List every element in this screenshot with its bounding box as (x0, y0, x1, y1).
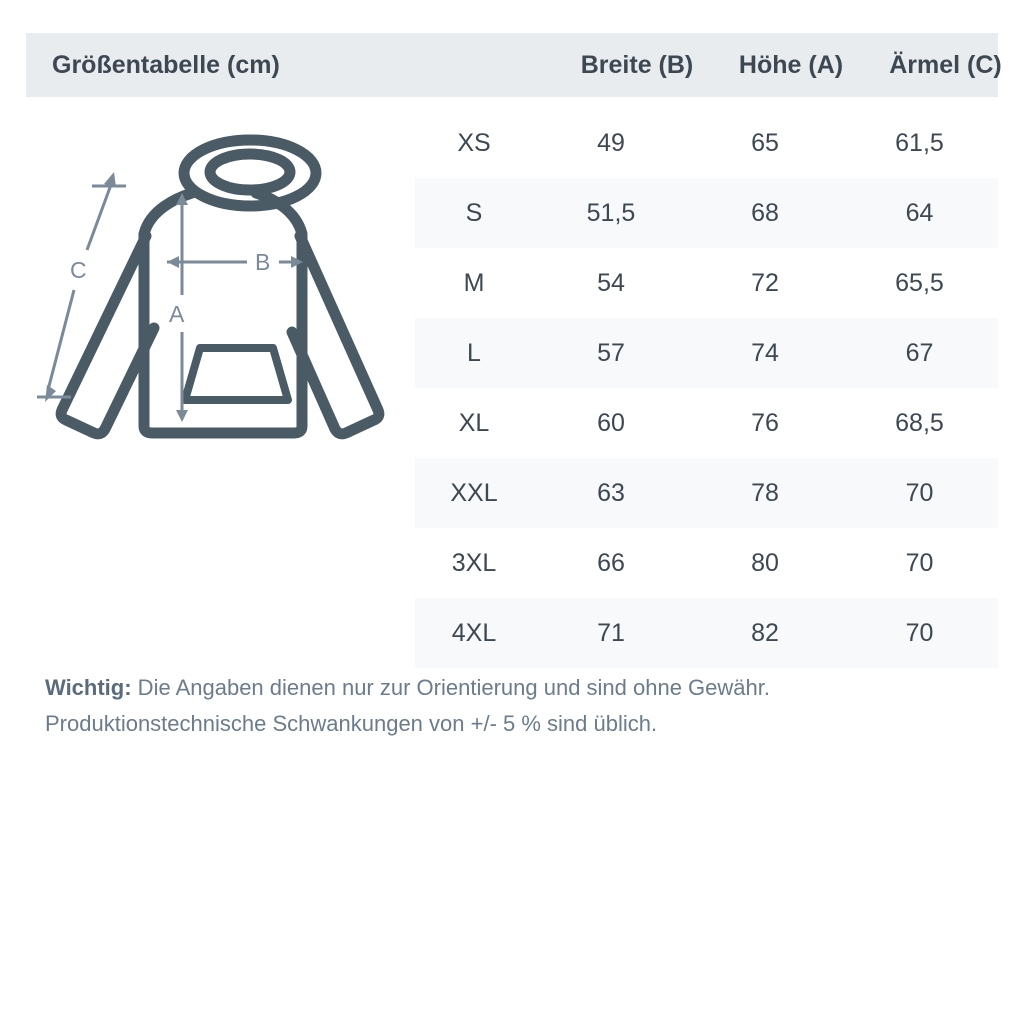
column-header-hoehe: Höhe (A) (738, 51, 844, 79)
table-row: XXL 63 78 70 (415, 458, 998, 528)
size-table: XS 49 65 61,5 S 51,5 68 64 M 54 72 65,5 L 57 74 67 XL 60 7… (415, 108, 998, 668)
cell-hoehe: 74 (751, 339, 779, 367)
cell-breite: 66 (597, 549, 625, 577)
dimension-a (176, 193, 188, 422)
cell-breite: 57 (597, 339, 625, 367)
dimension-b (167, 256, 303, 268)
cell-hoehe: 76 (751, 409, 779, 437)
page-title: Größentabelle (cm) (52, 51, 280, 79)
cell-aermel: 68,5 (895, 409, 944, 437)
cell-hoehe: 72 (751, 269, 779, 297)
cell-breite: 71 (597, 619, 625, 647)
column-header-size (441, 33, 559, 97)
table-row: 4XL 71 82 70 (415, 598, 998, 668)
table-row: XS 49 65 61,5 (415, 108, 998, 178)
dimension-label-a: A (169, 301, 185, 327)
cell-hoehe: 82 (751, 619, 779, 647)
cell-aermel: 64 (905, 199, 934, 227)
column-header-breite: Breite (B) (580, 51, 694, 79)
dimension-label-c: C (70, 257, 87, 283)
cell-aermel: 70 (905, 549, 934, 577)
cell-size: L (467, 339, 481, 367)
cell-hoehe: 78 (751, 479, 779, 507)
cell-breite: 63 (597, 479, 625, 507)
cell-size: XXL (450, 479, 498, 507)
table-row: XL 60 76 68,5 (415, 388, 998, 458)
footnote: Wichtig: Die Angaben dienen nur zur Orie… (45, 670, 995, 742)
table-header-band: Größentabelle (cm) Breite (B) Höhe (A) Ä… (26, 33, 1002, 97)
table-row: 3XL 66 80 70 (415, 528, 998, 598)
cell-breite: 49 (597, 129, 625, 157)
dimension-lines (37, 172, 303, 422)
cell-hoehe: 68 (751, 199, 779, 227)
cell-size: 4XL (451, 619, 497, 647)
pocket-icon (181, 344, 292, 404)
column-header-aermel: Ärmel (C) (889, 51, 1002, 79)
dimension-label-b: B (255, 249, 270, 275)
cell-size: M (463, 269, 485, 297)
cell-aermel: 61,5 (895, 129, 944, 157)
column-header-group: Breite (B) Höhe (A) Ärmel (C) (441, 33, 1024, 97)
footnote-text: Die Angaben dienen nur zur Orientierung … (45, 675, 770, 736)
cell-size: XS (457, 129, 491, 157)
cell-size: S (465, 199, 483, 227)
footnote-label: Wichtig: (45, 675, 132, 700)
hoodie-diagram: B A C (26, 110, 415, 460)
cell-aermel: 65,5 (895, 269, 944, 297)
hoodie-icon (55, 134, 385, 440)
cell-hoehe: 65 (751, 129, 779, 157)
cell-hoehe: 80 (751, 549, 779, 577)
cell-aermel: 67 (905, 339, 934, 367)
table-row: L 57 74 67 (415, 318, 998, 388)
cell-size: XL (458, 409, 490, 437)
table-row: M 54 72 65,5 (415, 248, 998, 318)
cell-breite: 60 (597, 409, 625, 437)
table-row: S 51,5 68 64 (415, 178, 998, 248)
cell-aermel: 70 (905, 479, 934, 507)
cell-size: 3XL (451, 549, 497, 577)
cell-breite: 51,5 (586, 199, 636, 227)
dimension-c (37, 172, 126, 402)
cell-breite: 54 (597, 269, 625, 297)
cell-aermel: 70 (905, 619, 934, 647)
